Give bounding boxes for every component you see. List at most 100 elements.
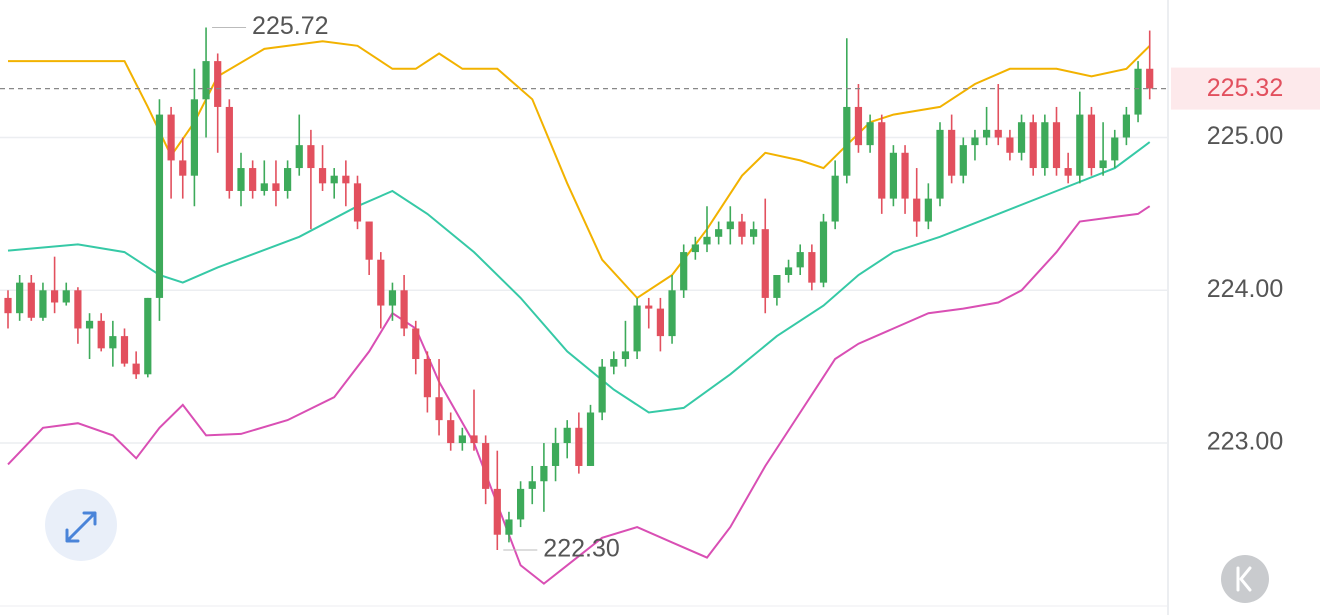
- candle-body: [1064, 168, 1072, 176]
- candle-body: [843, 106, 851, 176]
- candle-body: [237, 168, 245, 191]
- candle-body: [924, 198, 932, 222]
- candle-body: [936, 129, 944, 199]
- band-line: [7, 205, 1151, 585]
- candle-body: [377, 259, 385, 306]
- candle-body: [1087, 114, 1096, 169]
- candle-body: [284, 168, 292, 191]
- band-line: [8, 40, 1151, 300]
- candle-body: [39, 290, 47, 318]
- candle-body: [4, 297, 12, 314]
- band-line: [7, 141, 1151, 414]
- candle-body: [85, 320, 94, 329]
- candle-body: [971, 137, 979, 146]
- candle-body: [400, 290, 408, 329]
- candle-body: [1052, 122, 1061, 169]
- candle-body: [16, 282, 24, 314]
- candle-body: [691, 244, 699, 253]
- candle-body: [27, 282, 35, 318]
- candle-body: [610, 359, 618, 367]
- y-tick-label: 223.00: [1207, 428, 1283, 456]
- candle-body: [435, 397, 443, 421]
- candle-body: [97, 320, 105, 349]
- candle-body: [342, 175, 350, 184]
- candle-body: [365, 221, 373, 260]
- annotation-label: 225.72: [252, 12, 328, 40]
- candle-body: [680, 252, 688, 291]
- candles: [4, 27, 1154, 550]
- candle-body: [1041, 122, 1049, 169]
- candle-body: [272, 183, 280, 191]
- candle-body: [295, 145, 303, 169]
- candle-body: [913, 198, 921, 222]
- candle-body: [586, 412, 595, 466]
- candle-body: [353, 183, 362, 222]
- candle-body: [575, 427, 583, 466]
- candle-body: [901, 152, 909, 199]
- candle-body: [318, 168, 327, 184]
- y-tick-label: 225.00: [1207, 122, 1283, 150]
- candle-body: [761, 229, 769, 298]
- candle-body: [819, 221, 828, 283]
- candle-body: [517, 488, 525, 520]
- candle-body: [62, 290, 70, 303]
- candle-body: [179, 160, 187, 176]
- expand-button[interactable]: [45, 489, 117, 561]
- y-tick-label: 224.00: [1207, 275, 1283, 303]
- candle-body: [1017, 122, 1026, 153]
- candle-body: [773, 275, 781, 298]
- candle-body: [493, 488, 501, 535]
- candle-body: [260, 183, 268, 191]
- candle-body: [412, 328, 420, 360]
- candle-body: [1099, 160, 1107, 169]
- candle-body: [1111, 137, 1119, 161]
- candle-body: [750, 229, 758, 237]
- candle-body: [726, 221, 734, 230]
- candle-body: [190, 99, 198, 176]
- candle-body: [738, 221, 746, 237]
- candle-body: [167, 114, 175, 161]
- candle-body: [74, 290, 82, 329]
- candle-body: [1076, 114, 1084, 176]
- candle-body: [784, 267, 793, 275]
- annotation-label: 222.30: [543, 535, 619, 563]
- candle-body: [458, 435, 466, 444]
- candle-body: [225, 106, 233, 191]
- candle-body: [878, 122, 886, 199]
- candle-body: [214, 61, 222, 107]
- candle-body: [959, 145, 967, 176]
- candle-body: [889, 152, 897, 199]
- candle-body: [983, 129, 991, 138]
- candle-body: [202, 61, 210, 100]
- overlay: 225.72 222.30 225.32: [0, 12, 1320, 563]
- candle-body: [51, 290, 59, 303]
- candle-body: [598, 366, 606, 413]
- candle-body: [1029, 122, 1037, 169]
- candle-body: [470, 435, 478, 444]
- candle-body: [668, 290, 676, 337]
- candle-body: [831, 175, 839, 222]
- bollinger-bands: [7, 40, 1151, 585]
- collapse-button[interactable]: [1221, 555, 1269, 603]
- candle-body: [528, 481, 536, 489]
- candle-body: [132, 363, 140, 375]
- candle-body: [423, 359, 431, 398]
- candle-body: [109, 336, 117, 349]
- candle-body: [540, 465, 548, 482]
- candle-body: [155, 114, 164, 298]
- candle-body: [703, 236, 711, 245]
- candle-body: [144, 297, 152, 375]
- candle-body: [505, 519, 513, 535]
- candle-body: [645, 305, 653, 309]
- candle-body: [1134, 68, 1142, 115]
- candle-body: [948, 129, 956, 176]
- candle-body: [551, 443, 560, 466]
- candle-body: [715, 229, 723, 237]
- candle-body: [796, 252, 804, 268]
- candle-body: [621, 351, 630, 360]
- candle-body: [994, 129, 1002, 138]
- candle-body: [388, 290, 397, 306]
- candle-body: [866, 122, 874, 146]
- last-price-box: [1171, 67, 1320, 110]
